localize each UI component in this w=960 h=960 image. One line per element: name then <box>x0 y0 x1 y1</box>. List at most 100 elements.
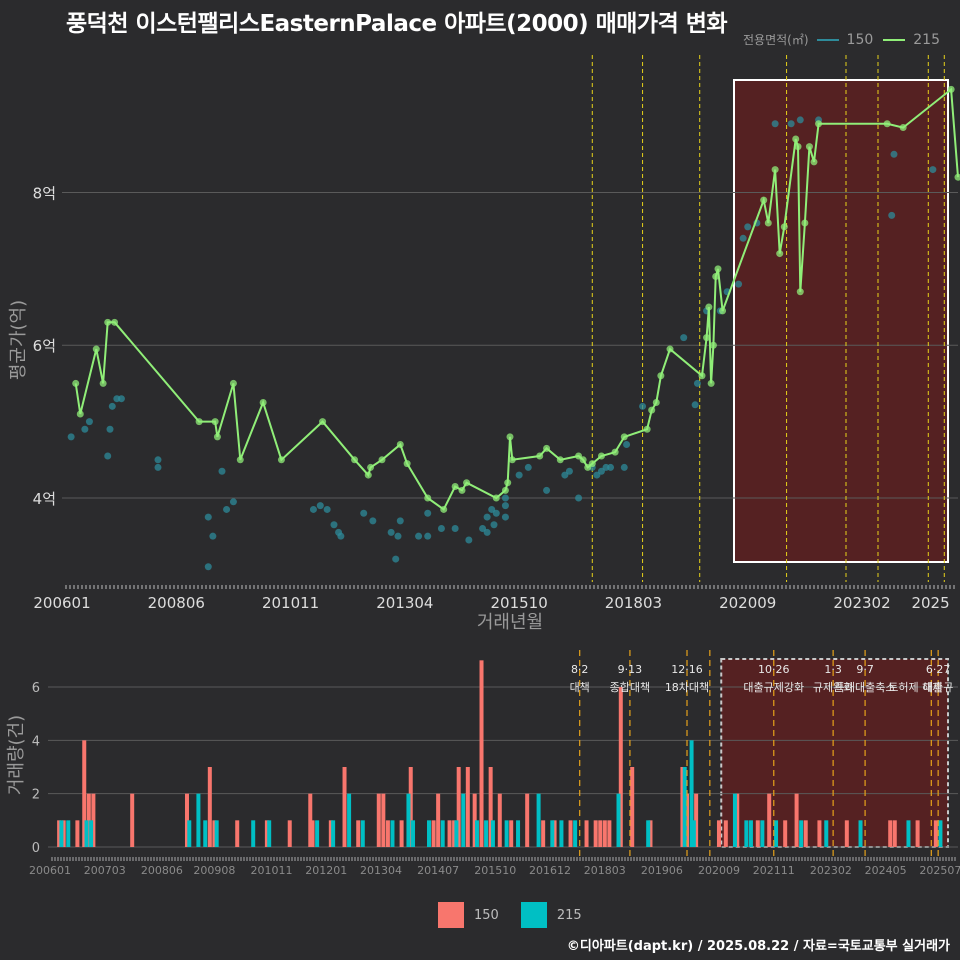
annotation-date: 6·27 <box>926 663 951 676</box>
data-point-150 <box>424 532 432 540</box>
bar-150 <box>618 687 623 847</box>
data-point-215 <box>954 173 960 181</box>
data-point-150 <box>620 463 628 471</box>
bar-x-tick-label: 200908 <box>193 864 235 877</box>
data-point-215 <box>611 448 619 456</box>
x-tick-label: 2025 <box>911 594 949 612</box>
data-point-150 <box>735 280 743 288</box>
annotation-date: 9·13 <box>618 663 643 676</box>
bar-150 <box>310 820 315 847</box>
data-point-150 <box>501 502 509 510</box>
bar-150 <box>915 820 920 847</box>
bar-215 <box>427 820 432 847</box>
data-point-150 <box>387 528 395 536</box>
bar-150 <box>803 820 808 847</box>
data-point-215 <box>801 219 809 227</box>
y-axis-label: 평균가(억) <box>8 300 29 380</box>
data-point-215 <box>643 425 651 433</box>
data-point-150 <box>323 505 331 513</box>
bar-legend-swatch-150 <box>438 902 464 928</box>
bar-x-tick-label: 202507 <box>919 864 960 877</box>
bar-y-tick-label: 6 <box>32 681 40 696</box>
bar-215 <box>559 820 564 847</box>
data-point-215 <box>458 486 466 494</box>
data-point-215 <box>213 433 221 441</box>
bar-150 <box>376 793 381 847</box>
bar-150 <box>479 660 484 847</box>
data-point-150 <box>117 395 125 403</box>
data-point-215 <box>424 494 432 502</box>
bar-150 <box>308 793 313 847</box>
data-point-150 <box>108 402 116 410</box>
data-point-150 <box>209 532 217 540</box>
data-point-150 <box>490 521 498 529</box>
bar-150 <box>817 820 822 847</box>
bar-150 <box>630 767 635 847</box>
x-tick-label: 200806 <box>148 594 205 612</box>
bar-x-tick-label: 201803 <box>584 864 626 877</box>
bar-215 <box>315 820 320 847</box>
data-point-215 <box>556 456 564 464</box>
bar-legend-label-215: 215 <box>556 907 582 923</box>
bar-215 <box>360 820 365 847</box>
bar-215 <box>858 820 863 847</box>
data-point-150 <box>744 223 752 231</box>
data-point-215 <box>536 452 544 460</box>
line-legend-title: 전용면적(㎡) <box>743 33 809 47</box>
data-point-215 <box>652 399 660 407</box>
bar-150 <box>465 767 470 847</box>
data-point-150 <box>787 120 795 128</box>
bar-150 <box>184 793 189 847</box>
data-point-215 <box>588 460 596 468</box>
bar-215 <box>938 820 943 847</box>
data-point-215 <box>760 196 768 204</box>
data-point-150 <box>392 555 400 563</box>
data-point-215 <box>319 418 327 426</box>
chart-title: 풍덕천 이스턴팰리스EasternPalace 아파트(2000) 매매가격 변… <box>66 11 728 37</box>
bar-215 <box>550 820 555 847</box>
data-point-215 <box>776 250 784 258</box>
data-point-215 <box>543 444 551 452</box>
bar-215 <box>516 820 521 847</box>
x-tick-label: 201011 <box>262 594 319 612</box>
bar-150 <box>716 820 721 847</box>
legend-label-150: 150 <box>846 31 874 48</box>
data-point-215 <box>440 505 448 513</box>
bar-215 <box>89 820 94 847</box>
bar-y-tick-label: 2 <box>32 788 40 803</box>
data-point-150 <box>515 471 523 479</box>
annotation-text: 대출규 <box>923 681 953 694</box>
data-point-150 <box>739 234 747 242</box>
bar-215 <box>347 793 352 847</box>
bar-150 <box>356 820 361 847</box>
data-point-215 <box>709 341 717 349</box>
bar-150 <box>735 793 740 847</box>
data-point-150 <box>771 120 779 128</box>
y-tick-label: 6억 <box>33 337 56 355</box>
bar-150 <box>207 767 212 847</box>
data-point-215 <box>666 345 674 353</box>
data-point-150 <box>415 532 423 540</box>
bar-x-tick-label: 201407 <box>417 864 459 877</box>
data-point-215 <box>698 372 706 380</box>
data-point-150 <box>680 334 688 342</box>
data-point-215 <box>771 166 779 174</box>
data-point-215 <box>947 85 955 93</box>
annotation-date: 12·16 <box>671 663 703 676</box>
bar-150 <box>385 820 390 847</box>
data-point-150 <box>154 463 162 471</box>
data-point-215 <box>579 456 587 464</box>
data-point-215 <box>705 303 713 311</box>
data-point-215 <box>792 135 800 143</box>
bar-215 <box>461 793 466 847</box>
bar-x-tick-label: 201510 <box>474 864 516 877</box>
bar-215 <box>187 820 192 847</box>
bar-215 <box>490 820 495 847</box>
legend-swatch-150 <box>816 38 839 41</box>
bar-legend: 150 215 <box>438 902 604 928</box>
bar-150 <box>452 820 457 847</box>
bar-150 <box>598 820 603 847</box>
data-point-215 <box>815 120 823 128</box>
bar-215 <box>474 820 479 847</box>
annotation-text: 토허제 해제 <box>888 680 942 694</box>
